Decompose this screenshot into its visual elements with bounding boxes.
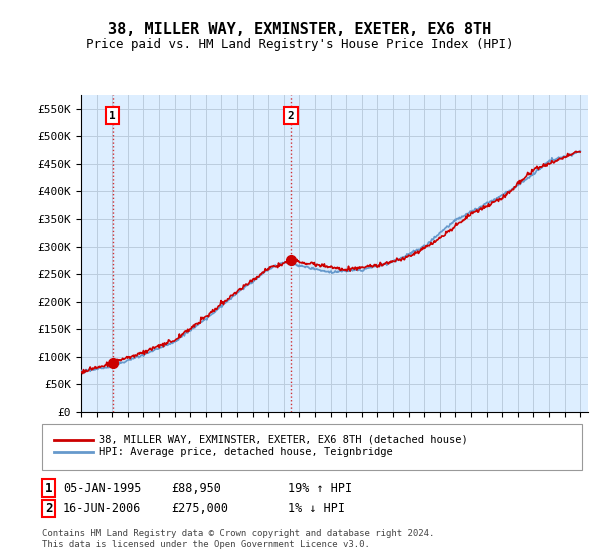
Text: 1: 1 — [45, 482, 52, 495]
Text: 16-JUN-2006: 16-JUN-2006 — [63, 502, 142, 515]
Text: £88,950: £88,950 — [171, 482, 221, 495]
Text: 05-JAN-1995: 05-JAN-1995 — [63, 482, 142, 495]
Text: Contains HM Land Registry data © Crown copyright and database right 2024.
This d: Contains HM Land Registry data © Crown c… — [42, 529, 434, 549]
Text: Price paid vs. HM Land Registry's House Price Index (HPI): Price paid vs. HM Land Registry's House … — [86, 38, 514, 51]
Text: £275,000: £275,000 — [171, 502, 228, 515]
Text: 2: 2 — [287, 110, 295, 120]
Text: 1% ↓ HPI: 1% ↓ HPI — [288, 502, 345, 515]
Text: HPI: Average price, detached house, Teignbridge: HPI: Average price, detached house, Teig… — [99, 447, 393, 458]
Text: 1: 1 — [109, 110, 116, 120]
Text: 38, MILLER WAY, EXMINSTER, EXETER, EX6 8TH (detached house): 38, MILLER WAY, EXMINSTER, EXETER, EX6 8… — [99, 435, 468, 445]
Text: 2: 2 — [45, 502, 52, 515]
Text: 19% ↑ HPI: 19% ↑ HPI — [288, 482, 352, 495]
Text: 38, MILLER WAY, EXMINSTER, EXETER, EX6 8TH: 38, MILLER WAY, EXMINSTER, EXETER, EX6 8… — [109, 22, 491, 38]
